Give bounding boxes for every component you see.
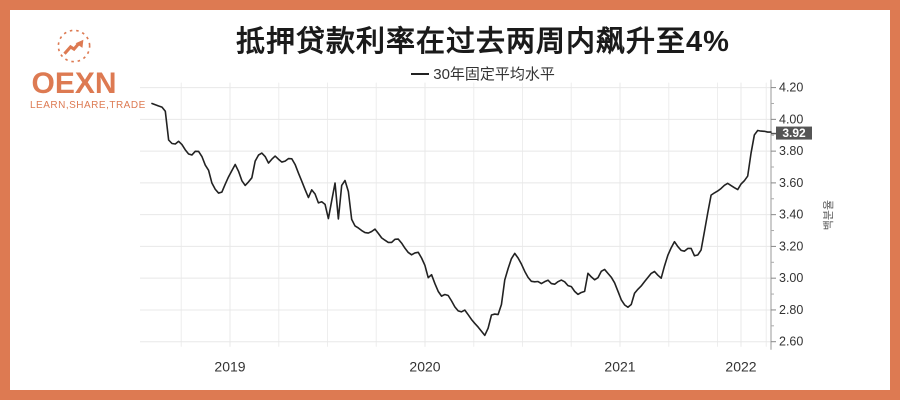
svg-text:4.00: 4.00 bbox=[779, 112, 803, 126]
svg-text:3.40: 3.40 bbox=[779, 208, 803, 222]
svg-text:2022: 2022 bbox=[725, 359, 756, 375]
svg-text:3.92: 3.92 bbox=[782, 126, 806, 140]
svg-text:3.20: 3.20 bbox=[779, 239, 803, 253]
svg-text:백분율: 백분율 bbox=[822, 200, 835, 230]
svg-text:2.60: 2.60 bbox=[779, 335, 803, 349]
svg-text:3.80: 3.80 bbox=[779, 144, 803, 158]
svg-text:3.00: 3.00 bbox=[779, 271, 803, 285]
svg-text:3.60: 3.60 bbox=[779, 176, 803, 190]
svg-text:2019: 2019 bbox=[214, 359, 245, 375]
svg-text:2021: 2021 bbox=[604, 359, 635, 375]
svg-text:4.20: 4.20 bbox=[779, 81, 803, 95]
svg-text:2.80: 2.80 bbox=[779, 303, 803, 317]
svg-text:2020: 2020 bbox=[409, 359, 440, 375]
